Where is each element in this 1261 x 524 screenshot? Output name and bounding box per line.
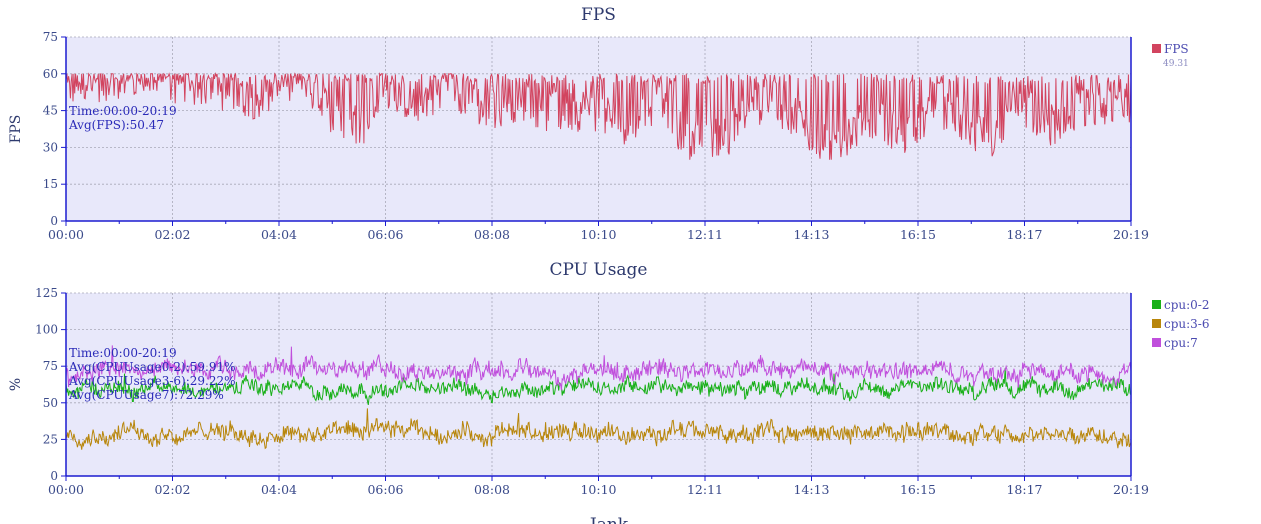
x-tick-label: 00:00 (48, 227, 84, 242)
y-tick-label: 125 (35, 286, 58, 300)
legend-label: cpu:3-6 (1164, 317, 1210, 331)
x-tick-label: 00:00 (48, 482, 84, 497)
x-tick-label: 08:08 (474, 482, 510, 497)
legend-label: cpu:7 (1164, 336, 1198, 350)
x-tick-label: 02:02 (154, 482, 190, 497)
x-tick-label: 14:13 (793, 482, 829, 497)
annotation-text: Time:00:00-20:19 (69, 346, 177, 360)
x-tick-label: 06:06 (367, 227, 403, 242)
series-line-fps (65, 72, 1132, 160)
annotation-text: Avg(CPUUsage7):72.29% (68, 388, 224, 402)
x-tick-label: 14:13 (793, 227, 829, 242)
series-line-cpu-7 (65, 345, 1132, 391)
series-line-cpu-3-6 (65, 408, 1132, 450)
annotation-text: Avg(FPS):50.47 (68, 118, 164, 132)
y-tick-label: 0 (50, 214, 58, 228)
annotation-text: Avg(CPUUsage0-2):59.91% (68, 360, 236, 374)
x-tick-label: 08:08 (474, 227, 510, 242)
legend-label: cpu:0-2 (1164, 298, 1210, 312)
y-tick-label: 0 (50, 469, 58, 483)
x-tick-label: 06:06 (367, 482, 403, 497)
x-tick-label: 04:04 (261, 482, 297, 497)
y-tick-label: 30 (43, 140, 58, 154)
x-tick-label: 18:17 (1006, 482, 1042, 497)
chart-title: CPU Usage (549, 260, 647, 280)
x-tick-label: 10:10 (580, 482, 616, 497)
y-axis-label: FPS (8, 115, 24, 144)
y-tick-label: 15 (43, 177, 58, 191)
x-tick-label: 20:19 (1113, 227, 1149, 242)
cpu-chart: CPU Usage 0 25 50 75 100 125 00:00 02:02 04:04 06:… (8, 260, 1210, 497)
series-line-cpu-0-2 (65, 368, 1132, 406)
y-tick-label: 60 (43, 67, 58, 81)
annotation-text: Avg(CPUUsage3-6):29.22% (68, 374, 236, 388)
annotation-text: Time:00:00-20:19 (69, 104, 177, 118)
y-tick-label: 75 (43, 359, 58, 373)
legend-swatch (1152, 300, 1161, 309)
legend-label: FPS (1164, 42, 1189, 56)
x-tick-label: 04:04 (261, 227, 297, 242)
legend-swatch (1152, 319, 1161, 328)
y-tick-label: 100 (35, 323, 58, 337)
legend-swatch (1152, 338, 1161, 347)
x-tick-label: 12:11 (687, 482, 723, 497)
x-tick-label: 20:19 (1113, 482, 1149, 497)
legend-swatch (1152, 44, 1161, 53)
x-tick-label: 02:02 (154, 227, 190, 242)
y-axis-label: % (8, 378, 24, 391)
y-tick-label: 50 (43, 396, 58, 410)
x-tick-label: 12:11 (687, 227, 723, 242)
legend-value: 49.31 (1163, 59, 1189, 69)
chart-title: FPS (581, 5, 616, 25)
x-tick-label: 16:15 (900, 482, 936, 497)
y-tick-label: 45 (43, 104, 58, 118)
y-tick-label: 25 (43, 432, 58, 446)
jank-chart-title: Jank (588, 515, 629, 524)
x-tick-label: 10:10 (580, 227, 616, 242)
x-tick-label: 18:17 (1006, 227, 1042, 242)
x-tick-label: 16:15 (900, 227, 936, 242)
fps-chart: FPS 0 15 30 45 60 75 00:00 02:02 04:04 06:06 08:08 1… (8, 5, 1189, 242)
y-tick-label: 75 (43, 30, 58, 44)
